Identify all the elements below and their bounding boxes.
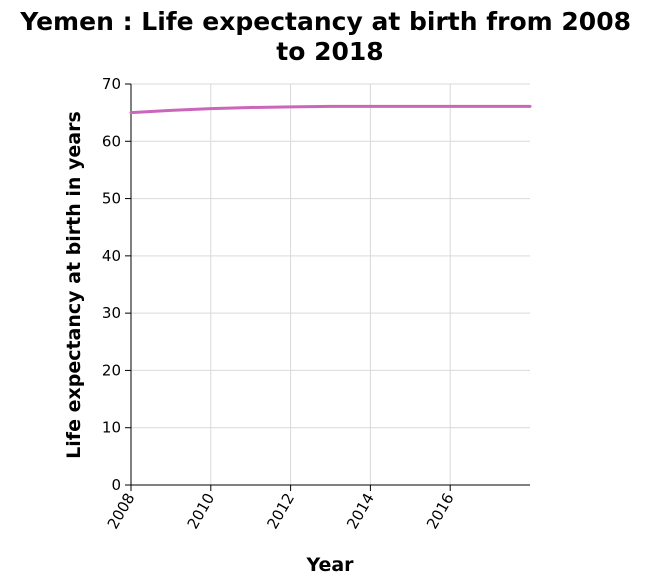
y-axis-label: Life expectancy at birth in years: [63, 111, 85, 459]
y-tick-label: 0: [111, 476, 121, 494]
x-tick-label: 2010: [184, 490, 219, 532]
chart-title: Yemen : Life expectancy at birth from 20…: [19, 7, 639, 66]
chart-title-line-2: to 2018: [276, 37, 383, 66]
chart-title-line-1: Yemen : Life expectancy at birth from 20…: [19, 7, 631, 36]
y-tick-label: 40: [102, 247, 121, 265]
x-axis-label: Year: [305, 554, 354, 576]
axes: [125, 83, 530, 491]
tick-labels: 0 10 20 30 40 50 60 70 2008 2010 2012 2014 2016: [102, 75, 458, 532]
y-tick-label: 20: [102, 361, 121, 379]
y-tick-label: 30: [102, 304, 121, 322]
y-tick-label: 70: [102, 75, 121, 93]
x-tick-label: 2008: [104, 490, 139, 532]
y-tick-label: 60: [102, 132, 121, 150]
series-line: [129, 104, 532, 115]
grid-lines: [130, 83, 530, 486]
y-tick-label: 50: [102, 190, 121, 208]
x-tick-label: 2012: [263, 490, 298, 532]
x-tick-label: 2016: [423, 490, 458, 532]
data-series: [129, 104, 532, 115]
y-tick-label: 10: [102, 419, 121, 437]
x-tick-label: 2014: [343, 490, 378, 532]
